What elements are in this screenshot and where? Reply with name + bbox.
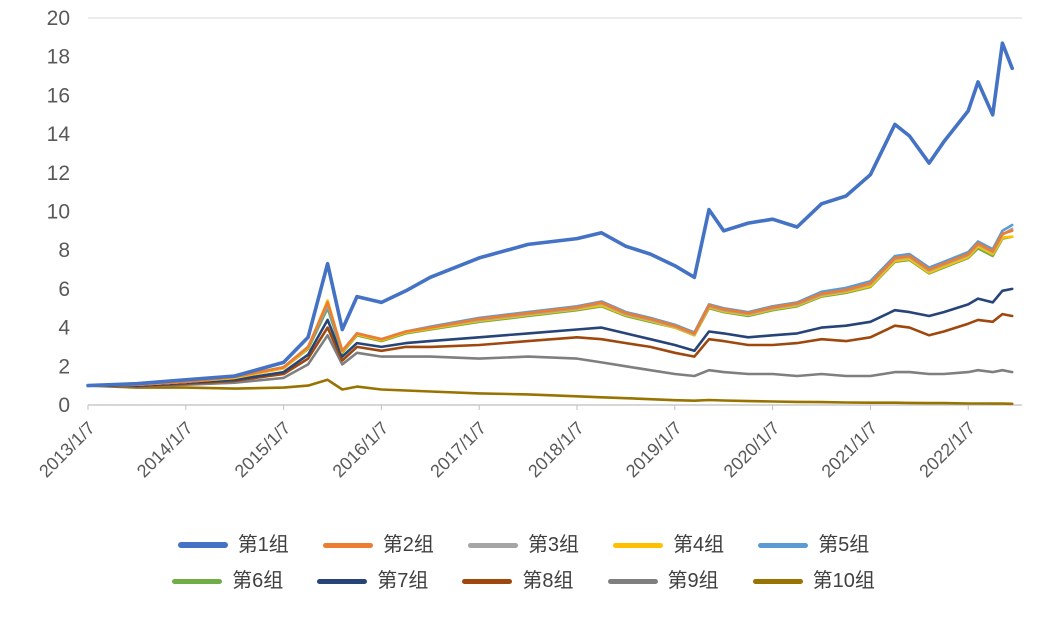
y-tick-label: 18 [47,46,70,69]
x-tick-label: 2022/1/7 [915,418,979,482]
legend-label: 第10组 [812,570,875,592]
legend-row: 第1组 第2组 第3组 第4组 第5组 [0,535,1047,555]
x-tick-label: 2020/1/7 [720,418,784,482]
x-tick-label: 2021/1/7 [818,418,882,482]
legend-row: 第6组 第7组 第8组 第9组 第10组 [0,571,1047,591]
y-tick-label: 20 [47,7,70,30]
legend-item-group-6: 第6组 [172,571,283,591]
x-tick-label: 2013/1/7 [35,418,99,482]
x-tick-label: 2016/1/7 [329,418,393,482]
legend-label: 第2组 [382,534,434,556]
x-tick-label: 2018/1/7 [524,418,588,482]
legend-item-group-8: 第8组 [462,570,574,592]
y-tick-label: 6 [58,278,70,301]
legend-label: 第8组 [522,570,574,592]
legend-item-group-1: 第1组 [177,534,289,556]
series-line-group-9 [86,333,1014,388]
legend-line-marker-group-6 [172,578,223,584]
series-line-group-2 [86,229,1014,387]
series-line-group-5 [86,223,1014,387]
y-tick-label: 4 [58,317,70,340]
legend-label: 第9组 [667,570,719,592]
legend-item-group-5: 第5组 [758,535,869,555]
y-tick-label: 16 [47,84,70,107]
legend-line-marker-group-1 [177,542,228,548]
legend-label: 第5组 [818,534,870,556]
legend-label: 第4组 [673,534,725,556]
legend-label: 第1组 [237,534,289,556]
legend-label: 第3组 [527,534,580,556]
legend-line-marker-group-5 [758,542,809,548]
y-tick-label: 12 [47,162,70,185]
line-chart-plot: 0 2 4 6 8 10 12 14 16 18 20 2013/1/7 2014/1/7 2015/1/… [35,7,1022,482]
series-line-group-3 [86,227,1014,387]
x-tick-label: 2014/1/7 [133,418,197,482]
legend-item-group-2: 第2组 [322,534,434,556]
legend-item-group-7: 第7组 [317,571,428,591]
series-line-group-7 [86,287,1014,387]
y-tick-label: 10 [47,201,70,224]
legend-line-marker-group-3 [467,542,518,548]
y-tick-label: 14 [47,123,71,146]
legend-label: 第6组 [232,570,284,592]
legend-item-group-10: 第10组 [752,570,875,592]
legend-item-group-9: 第9组 [607,570,719,592]
y-tick-label: 2 [58,355,70,378]
x-tick-label: 2019/1/7 [622,418,686,482]
legend-line-marker-group-10 [752,578,803,584]
legend-line-marker-group-7 [317,578,368,584]
x-tick-label: 2017/1/7 [426,418,490,482]
x-tick-label: 2015/1/7 [231,418,295,482]
legend-line-marker-group-2 [322,542,373,548]
y-tick-label: 8 [58,239,70,262]
chart-legend: 第1组 第2组 第3组 第4组 第5组第6组 第7组 第8组 第9组 第10组 [0,535,1047,591]
legend-line-marker-group-8 [462,578,513,584]
legend-line-marker-group-4 [613,542,664,548]
y-tick-label: 0 [58,394,70,417]
legend-item-group-4: 第4组 [613,535,724,555]
legend-item-group-3: 第3组 [467,534,580,556]
series-line-group-8 [86,312,1014,388]
series-line-group-1 [86,41,1015,388]
series-line-group-10 [86,378,1014,406]
legend-label: 第7组 [377,570,429,592]
legend-line-marker-group-9 [607,578,658,584]
